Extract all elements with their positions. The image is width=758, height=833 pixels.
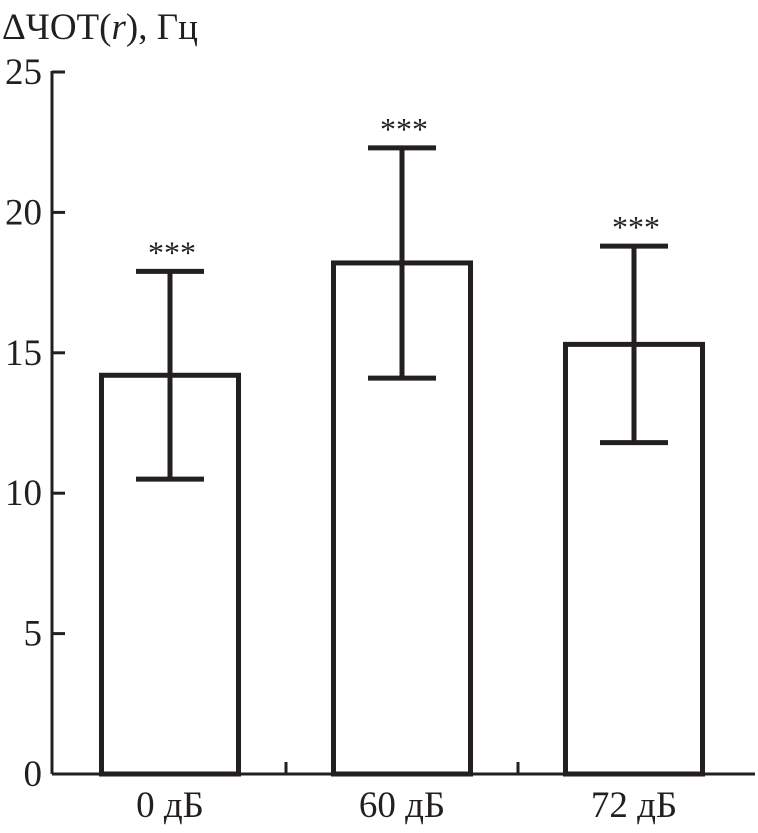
- y-axis-label-suffix: ), Гц: [125, 7, 198, 48]
- significance-label-2: ***: [612, 209, 660, 245]
- y-axis-label-variable: r: [111, 7, 126, 48]
- significance-label-0: ***: [148, 234, 196, 270]
- y-tick-label-4: 20: [5, 192, 42, 233]
- y-axis-label: ΔЧОТ(r), Гц: [2, 6, 198, 49]
- y-axis-label-prefix: ΔЧОТ(: [2, 7, 112, 48]
- x-tick-label-2: 72 дБ: [591, 785, 677, 826]
- y-tick-label-5: 25: [5, 52, 42, 93]
- significance-label-1: ***: [380, 111, 428, 147]
- y-tick-label-1: 5: [24, 614, 43, 655]
- y-tick-label-2: 10: [5, 473, 42, 514]
- y-tick-label-3: 15: [5, 333, 42, 374]
- x-tick-label-0: 0 дБ: [136, 785, 204, 826]
- y-tick-label-0: 0: [24, 754, 43, 795]
- x-tick-label-1: 60 дБ: [359, 785, 445, 826]
